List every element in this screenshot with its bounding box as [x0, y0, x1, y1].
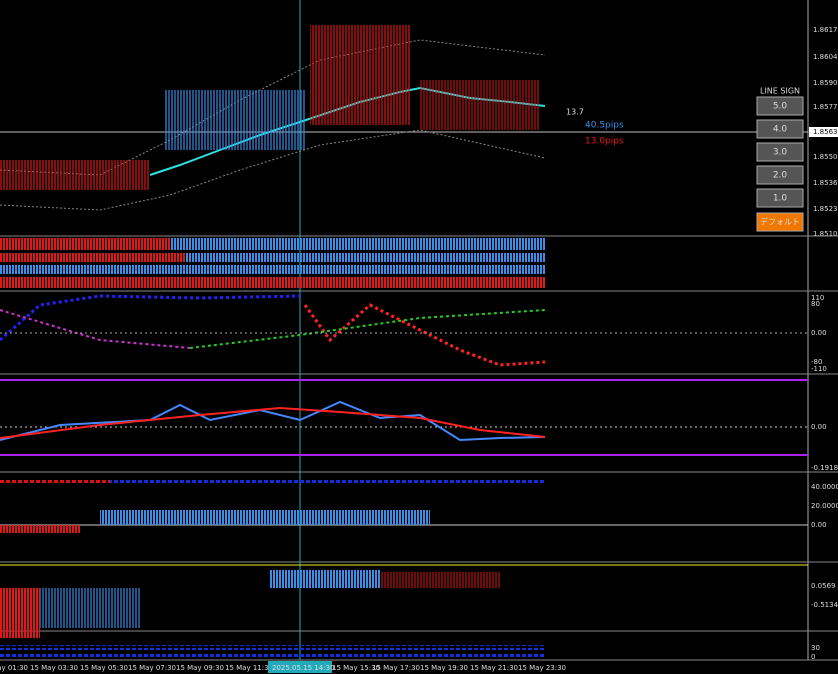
button-label[interactable]: デフォルト: [760, 217, 800, 227]
price-label: 1.85770: [813, 103, 838, 111]
pane-axis-label: 0.0569: [811, 582, 836, 590]
panel-button[interactable]: [756, 165, 804, 185]
pane-axis-label: 0: [811, 653, 815, 661]
time-label: 15 May 01:30: [0, 664, 28, 672]
time-label: 15 May 19:30: [420, 664, 468, 672]
dot-row: [0, 652, 545, 657]
button-label[interactable]: 3.0: [773, 148, 788, 158]
signal-line: [0, 309, 191, 349]
panel-button[interactable]: [756, 96, 804, 116]
panel-button[interactable]: [756, 119, 804, 139]
pane-axis-label: 0.00: [811, 423, 827, 431]
band-lower: [0, 129, 546, 211]
time-label: 15 May 23:30: [518, 664, 566, 672]
panel-button[interactable]: [756, 188, 804, 208]
panel-button[interactable]: [756, 212, 804, 232]
signal-bar: [0, 253, 185, 262]
price-label: 1.85500: [813, 153, 838, 161]
pane-axis-label: 40.0000: [811, 483, 838, 491]
time-label: 15 May 07:30: [128, 664, 176, 672]
button-label[interactable]: 1.0: [773, 194, 788, 204]
pane-axis-label: 80: [811, 300, 820, 308]
dot-row: [0, 478, 110, 483]
price-highlight: [809, 127, 838, 137]
button-label[interactable]: 2.0: [773, 171, 788, 181]
time-label: 15 May 15:30: [332, 664, 380, 672]
button-label[interactable]: 5.0: [773, 102, 788, 112]
signal-bar: [0, 238, 170, 250]
up-pips: 40.5pips: [585, 121, 624, 131]
dot-row: [0, 478, 545, 483]
candles: [420, 80, 540, 130]
time-label: 15 May 21:30: [470, 664, 518, 672]
signal-bar: [0, 265, 545, 274]
time-label: 15 May 09:30: [176, 664, 224, 672]
panel-button[interactable]: [756, 142, 804, 162]
price-label: 1.85100: [813, 230, 838, 238]
histogram: [0, 588, 40, 638]
pane-axis-label: -110: [811, 365, 827, 373]
spread-label: 13.7: [566, 108, 584, 117]
pane-axis-label: -80: [811, 358, 822, 366]
candles: [0, 160, 150, 190]
pane-axis-label: 30: [811, 644, 820, 652]
time-highlight: [268, 661, 332, 673]
price-label: 1.86175: [813, 26, 838, 34]
candles: [310, 25, 410, 125]
pane-axis-label: -0.5134: [811, 601, 838, 609]
histogram: [0, 525, 80, 533]
oscillator: [303, 303, 546, 367]
signal-bar: [185, 253, 545, 262]
time-label: 15 May 11:30: [225, 664, 273, 672]
price-label: 1.86040: [813, 53, 838, 61]
oscillator: [0, 294, 301, 342]
time-label: 15 May 05:30: [80, 664, 128, 672]
signal-line: [189, 309, 546, 349]
pane-axis-label: 0.00: [811, 521, 827, 529]
oscillator: [0, 406, 546, 439]
panel-title: LINE SIGN: [760, 87, 800, 96]
time-label: 15 May 17:30: [372, 664, 420, 672]
histogram: [270, 570, 380, 588]
button-label[interactable]: 4.0: [773, 125, 788, 135]
pane-axis-label: 0.00: [811, 329, 827, 337]
price-label: 1.85905: [813, 79, 838, 87]
time-label: 2025.05.15 14:30: [272, 664, 334, 672]
price-label: 1.85365: [813, 179, 838, 187]
signal-bar: [0, 277, 545, 288]
pane-separators: [0, 235, 838, 661]
signal-bar: [170, 238, 545, 250]
pane-axis-label: 20.0000: [811, 502, 838, 510]
pane-axis-label: 110: [811, 294, 824, 302]
time-label: 15 May 03:30: [30, 664, 78, 672]
dot-row: [0, 645, 545, 650]
histogram: [380, 572, 500, 588]
price-label: 1.85235: [813, 205, 838, 213]
pane-axis-label: -0.19186: [811, 464, 838, 472]
histogram: [100, 510, 430, 525]
down-pips: 13.0pips: [585, 137, 624, 147]
histogram: [40, 588, 140, 628]
candles: [165, 90, 305, 150]
